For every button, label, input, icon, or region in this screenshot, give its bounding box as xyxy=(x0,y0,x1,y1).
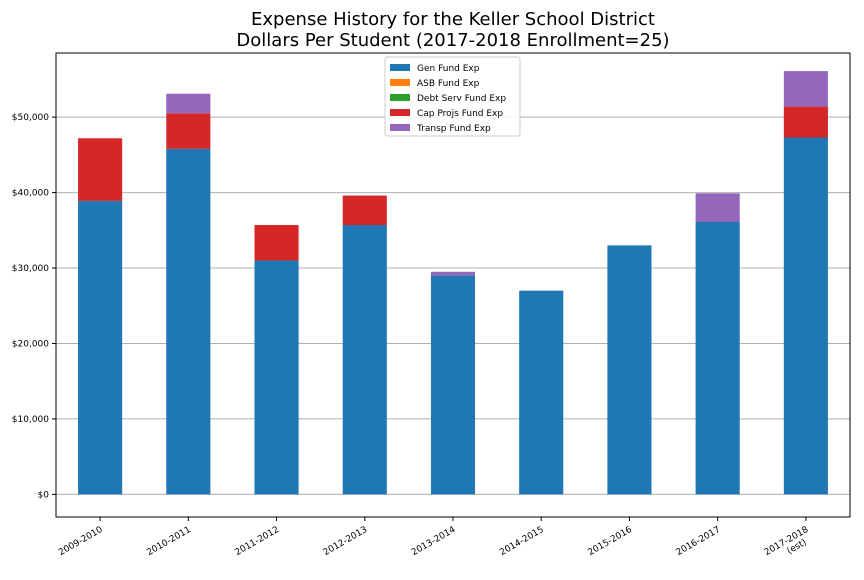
legend-swatch xyxy=(390,124,410,131)
bar-cap-projs-fund-exp xyxy=(166,113,211,149)
bar-cap-projs-fund-exp xyxy=(78,138,123,201)
x-axis: 2009-2010 2010-2011 2011-2012 2012-2013 2013… xyxy=(57,517,816,567)
bar-gen-fund-exp xyxy=(78,200,123,495)
y-tick-label: $0 xyxy=(38,490,50,500)
y-tick-label: $50,000 xyxy=(12,113,49,123)
legend-swatch xyxy=(390,109,410,116)
bar-cap-projs-fund-exp xyxy=(783,106,828,138)
x-tick-label: 2017-2018(est) xyxy=(763,525,816,567)
bar-cap-projs-fund-exp xyxy=(342,195,387,226)
bars xyxy=(78,71,828,495)
x-tick-label: 2015-2016 xyxy=(586,525,634,558)
bar-gen-fund-exp xyxy=(430,275,476,495)
legend-swatch xyxy=(390,79,410,86)
x-tick-label: 2013-2014 xyxy=(410,525,458,558)
bar-gen-fund-exp xyxy=(607,245,652,495)
x-tick-label: 2009-2010 xyxy=(57,525,105,558)
x-tick-label-line: 2016-2017 xyxy=(675,525,722,558)
x-tick-label-line: 2015-2016 xyxy=(586,525,634,558)
y-tick-label: $10,000 xyxy=(12,415,49,425)
x-tick-label: 2012-2013 xyxy=(322,525,369,558)
x-tick-label: 2014-2015 xyxy=(498,525,545,558)
bar-gen-fund-exp xyxy=(342,225,387,495)
bar-transp-fund-exp xyxy=(783,71,828,107)
legend-label: Cap Projs Fund Exp xyxy=(417,109,503,119)
x-tick-label-line: 2010-2011 xyxy=(145,525,192,558)
bar-gen-fund-exp xyxy=(695,222,740,495)
legend-label: ASB Fund Exp xyxy=(417,79,480,89)
legend-label: Transp Fund Exp xyxy=(416,124,491,134)
chart-title: Expense History for the Keller School Di… xyxy=(251,9,655,30)
legend-swatch xyxy=(390,94,410,101)
x-tick-label-line: 2013-2014 xyxy=(410,525,458,558)
y-tick-label: $40,000 xyxy=(12,189,49,199)
y-tick-label: $30,000 xyxy=(12,264,49,274)
y-tick-label: $20,000 xyxy=(12,339,49,349)
bar-transp-fund-exp xyxy=(166,93,211,114)
bar-gen-fund-exp xyxy=(166,148,211,495)
x-tick-label-line: 2012-2013 xyxy=(322,525,369,558)
y-axis: $0 $10,000 $20,000 $30,000 $40,000 $50,000 xyxy=(12,113,56,500)
x-tick-label: 2011-2012 xyxy=(234,525,281,558)
x-tick-label-line: 2014-2015 xyxy=(498,525,545,558)
legend-box xyxy=(384,56,521,137)
x-tick-label: 2010-2011 xyxy=(145,525,192,558)
chart-subtitle: Dollars Per Student (2017-2018 Enrollmen… xyxy=(236,30,669,51)
legend: Gen Fund Exp ASB Fund Exp Debt Serv Fund E… xyxy=(384,56,521,137)
bar-transp-fund-exp xyxy=(695,193,740,223)
bar-gen-fund-exp xyxy=(783,137,828,495)
bar-gen-fund-exp xyxy=(254,260,299,495)
x-tick-label-line: 2009-2010 xyxy=(57,525,105,558)
bar-cap-projs-fund-exp xyxy=(254,225,299,261)
bar-transp-fund-exp xyxy=(430,271,476,276)
legend-label: Gen Fund Exp xyxy=(417,64,480,74)
x-tick-label: 2016-2017 xyxy=(675,525,722,558)
legend-label: Debt Serv Fund Exp xyxy=(417,94,506,104)
x-tick-label-line: 2011-2012 xyxy=(234,525,281,558)
legend-swatch xyxy=(390,64,410,71)
bar-gen-fund-exp xyxy=(519,290,564,495)
